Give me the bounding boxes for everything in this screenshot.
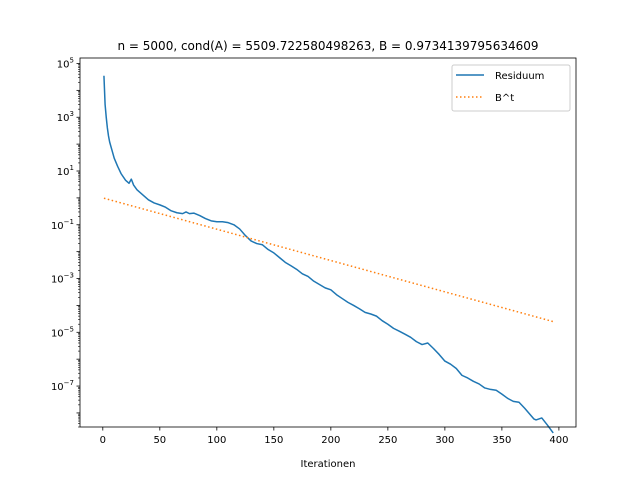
legend: Residuum B^t [451,64,571,112]
x-axis-ticks: 0 50 100 150 200 250 300 350 400 [100,427,568,446]
plot-frame [79,57,577,428]
y-tick-label: 10−3 [51,272,74,286]
x-tick-label: 100 [207,435,226,446]
x-axis-label: Iterationen [301,459,356,470]
y-tick-label: 10−5 [51,325,74,339]
chart-title: n = 5000, cond(A) = 5509.722580498263, B… [118,39,539,53]
series-line-1 [103,197,554,323]
series-line-0 [103,75,554,434]
x-tick-label: 0 [100,435,106,446]
x-tick-label: 300 [435,435,454,446]
x-tick-label: 200 [321,435,340,446]
x-tick-label: 50 [153,435,166,446]
legend-label-bt: B^t [495,93,514,104]
y-tick-label: 105 [57,56,74,70]
series-layer [103,75,554,434]
y-tick-label: 103 [57,110,74,124]
y-tick-label: 101 [57,164,74,178]
x-tick-label: 150 [264,435,283,446]
x-tick-label: 250 [378,435,397,446]
x-tick-label: 350 [492,435,511,446]
legend-label-residuum: Residuum [495,71,544,82]
y-tick-label: 10−7 [51,379,74,393]
legend-box [451,64,571,112]
y-tick-label: 10−1 [51,218,74,232]
x-tick-label: 400 [549,435,568,446]
